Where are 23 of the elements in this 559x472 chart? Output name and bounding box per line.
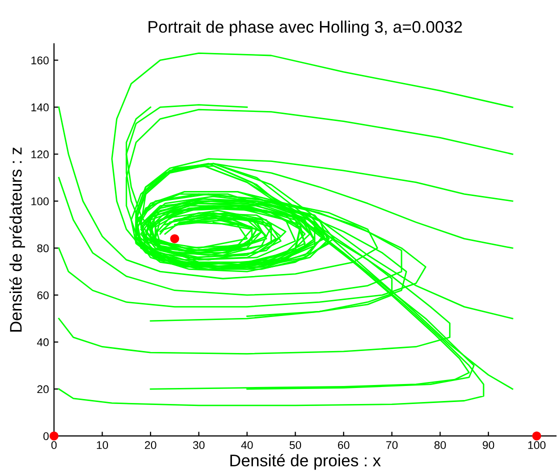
x-tick-label: 30 bbox=[193, 441, 205, 450]
x-tick-label: 80 bbox=[434, 441, 446, 450]
x-tick-label: 90 bbox=[482, 441, 494, 450]
x-tick-label: 0 bbox=[51, 441, 57, 450]
y-axis-title: Densité de prédateurs : z bbox=[9, 148, 26, 332]
y-tick-label: 60 bbox=[37, 291, 49, 300]
x-tick-label: 50 bbox=[290, 441, 302, 450]
x-tick-label: 70 bbox=[386, 441, 398, 450]
chart-title: Portrait de phase avec Holling 3, a=0.0032 bbox=[148, 20, 462, 36]
y-tick-label: 160 bbox=[31, 56, 49, 64]
x-axis-title: Densité de proies : x bbox=[230, 454, 381, 470]
x-tick-label: 60 bbox=[338, 441, 350, 450]
x-tick-label: 10 bbox=[96, 441, 108, 450]
x-tick-label: 20 bbox=[144, 441, 156, 450]
y-tick-label: 40 bbox=[37, 338, 49, 346]
y-tick-label: 80 bbox=[37, 244, 49, 252]
x-tick-label: 100 bbox=[528, 441, 546, 450]
y-tick-label: 20 bbox=[37, 385, 49, 394]
y-tick-label: 100 bbox=[31, 197, 49, 206]
y-tick-label: 140 bbox=[31, 103, 49, 112]
x-tick-label: 40 bbox=[241, 441, 253, 450]
y-tick-label: 120 bbox=[31, 150, 49, 158]
y-tick-label: 0 bbox=[43, 432, 49, 440]
